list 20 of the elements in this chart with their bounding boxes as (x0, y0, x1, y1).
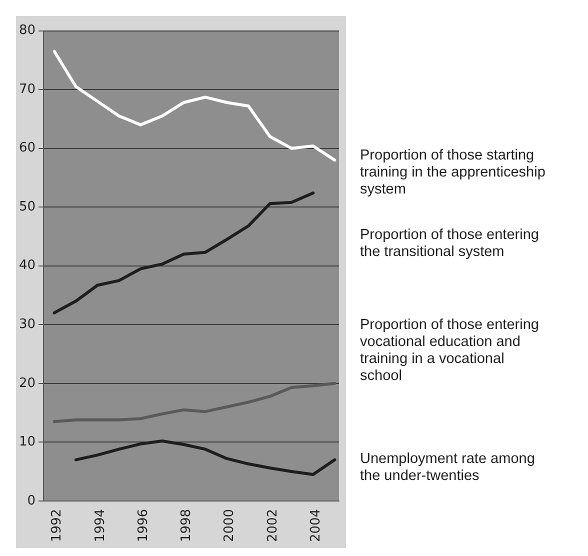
y-tick-label: 50 (18, 199, 36, 214)
x-tick-label: 1994 (92, 508, 108, 542)
y-tick-label: 80 (18, 23, 36, 38)
series-label: Proportion of those starting training in the apprenticeship system (360, 148, 546, 198)
x-tick-label: 2002 (265, 508, 280, 542)
y-tick-label: 40 (18, 258, 36, 274)
x-tick-label: 1996 (136, 508, 151, 542)
text: Proportion of those entering the transitional system (360, 227, 540, 261)
series-label: Proportion of those entering vocational education and training in a vocational school (360, 317, 540, 385)
y-tick-label: 70 (18, 82, 36, 97)
series-label: Unemployment rate among the under-twenties (360, 451, 536, 485)
x-tick-label: 1992 (50, 508, 65, 542)
y-tick-label: 30 (18, 316, 36, 332)
y-tick-label: 10 (18, 434, 36, 450)
x-tick-label: 2000 (222, 508, 238, 542)
y-tick-label: 60 (18, 140, 36, 156)
x-tick-label: 1998 (179, 508, 194, 542)
x-tick-label: 2004 (308, 508, 324, 542)
y-tick-label: 0 (27, 493, 36, 508)
y-tick-label: 20 (18, 376, 36, 391)
